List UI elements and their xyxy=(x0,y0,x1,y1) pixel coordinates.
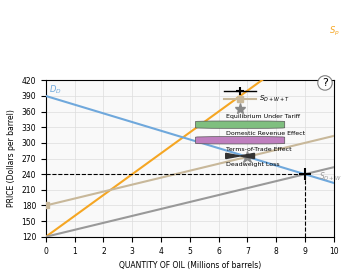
Text: $S_p$: $S_p$ xyxy=(329,25,340,38)
Polygon shape xyxy=(240,153,254,158)
FancyBboxPatch shape xyxy=(196,121,285,128)
Text: $S_{D+W}$: $S_{D+W}$ xyxy=(319,171,342,183)
Text: ?: ? xyxy=(322,78,328,88)
Polygon shape xyxy=(226,153,240,158)
X-axis label: QUANTITY OF OIL (Millions of barrels): QUANTITY OF OIL (Millions of barrels) xyxy=(119,261,261,270)
Text: Equilibrium Under Tariff: Equilibrium Under Tariff xyxy=(226,114,300,119)
Text: $S_{D+W+T}$: $S_{D+W+T}$ xyxy=(259,93,289,104)
Text: Terms-of-Trade Effect: Terms-of-Trade Effect xyxy=(226,147,291,152)
Text: Domestic Revenue Effect: Domestic Revenue Effect xyxy=(226,131,305,136)
Text: $D_D$: $D_D$ xyxy=(49,83,61,96)
FancyBboxPatch shape xyxy=(196,137,285,144)
Text: Deadweight Loss: Deadweight Loss xyxy=(226,162,279,167)
Y-axis label: PRICE (Dollars per barrel): PRICE (Dollars per barrel) xyxy=(7,110,16,207)
